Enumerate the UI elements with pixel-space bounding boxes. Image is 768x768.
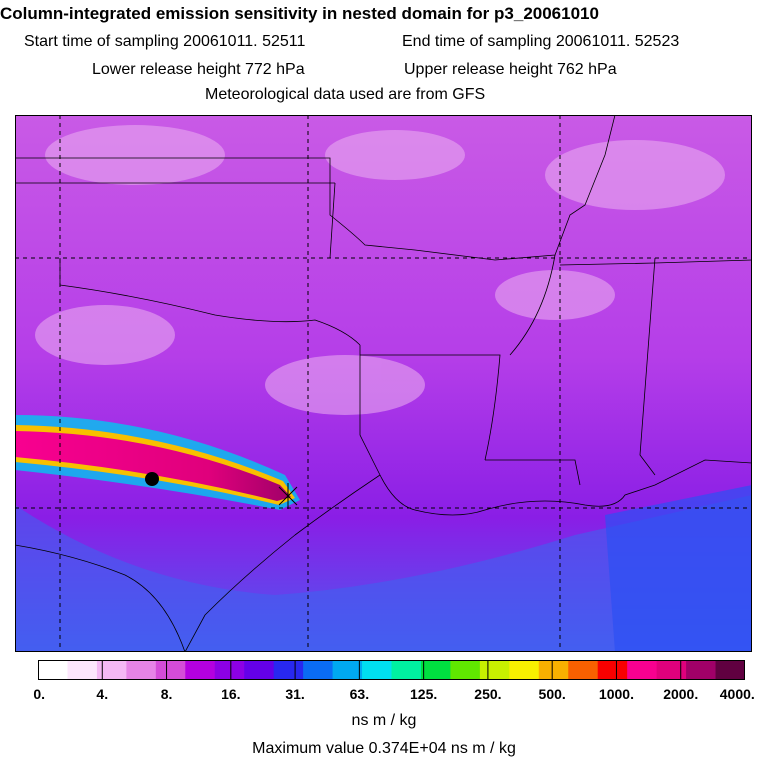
colorbar-swatch	[391, 660, 422, 680]
graticule	[15, 115, 752, 652]
colorbar-swatch	[538, 660, 569, 680]
colorbar-swatch	[420, 660, 451, 680]
gulf-blue-region	[15, 495, 752, 652]
colorbar-tick-label: 8.	[160, 686, 173, 702]
colorbar-tick-label: 16.	[221, 686, 241, 702]
start-time-label: Start time of sampling 20061011. 52511	[24, 33, 306, 50]
met-data-label: Meteorological data used are from GFS	[205, 86, 486, 103]
colorbar-swatch	[450, 660, 481, 680]
colorbar-swatch	[38, 660, 68, 680]
sensitivity-map	[15, 115, 752, 652]
state-borders	[15, 115, 752, 652]
colorbar-tick-label: 31.	[285, 686, 305, 702]
colorbar-tick-label: 4.	[96, 686, 109, 702]
colorbar-tick-label: 250.	[474, 686, 502, 702]
colorbar-frame	[38, 660, 745, 680]
colorbar-tick-label: 2000.	[663, 686, 699, 702]
colorbar-tick-label: 63.	[349, 686, 370, 702]
colorbar-tick-label: 4000.	[719, 686, 755, 702]
colorbar-swatch	[214, 660, 245, 680]
colorbar-swatch	[656, 660, 687, 680]
lower-release-label: Lower release height 772 hPa	[92, 61, 305, 78]
colorbar-swatch	[627, 660, 658, 680]
colorbar-swatch	[185, 660, 216, 680]
colorbar-swatch	[509, 660, 540, 680]
colorbar-swatch	[155, 660, 186, 680]
upper-release-label: Upper release height 762 hPa	[404, 61, 617, 78]
colorbar-swatch	[126, 660, 157, 680]
colorbar-swatch	[273, 660, 304, 680]
colorbar-swatch	[686, 660, 717, 680]
maximum-value-label: Maximum value 0.374E+04 ns m / kg	[252, 740, 516, 757]
colorbar-swatch	[479, 660, 510, 680]
colorbar	[38, 660, 745, 680]
colorbar-swatch	[244, 660, 275, 680]
end-time-label: End time of sampling 20061011. 52523	[402, 33, 680, 50]
colorbar-swatch	[715, 660, 745, 680]
colorbar-tick-label: 0.	[33, 686, 46, 702]
map-title: Column-integrated emission sensitivity i…	[0, 4, 599, 23]
colorbar-swatch	[67, 660, 98, 680]
colorbar-tick-label: 125.	[410, 686, 438, 702]
colorbar-swatch	[303, 660, 334, 680]
colorbar-tick-label: 1000.	[598, 686, 634, 702]
colorbar-tick-label: 500.	[538, 686, 566, 702]
release-location-marker	[145, 472, 159, 486]
colorbar-unit: ns m / kg	[351, 712, 417, 729]
colorbar-swatch	[568, 660, 599, 680]
colorbar-swatch	[597, 660, 628, 680]
light-patches	[35, 125, 725, 415]
gulf-deep-blue	[605, 485, 752, 652]
receptor-cross-marker	[278, 483, 298, 509]
colorbar-swatch	[362, 660, 392, 680]
plume-core	[15, 431, 291, 501]
colorbar-swatch	[332, 660, 363, 680]
colorbar-swatch	[96, 660, 127, 680]
map-frame	[15, 115, 752, 652]
